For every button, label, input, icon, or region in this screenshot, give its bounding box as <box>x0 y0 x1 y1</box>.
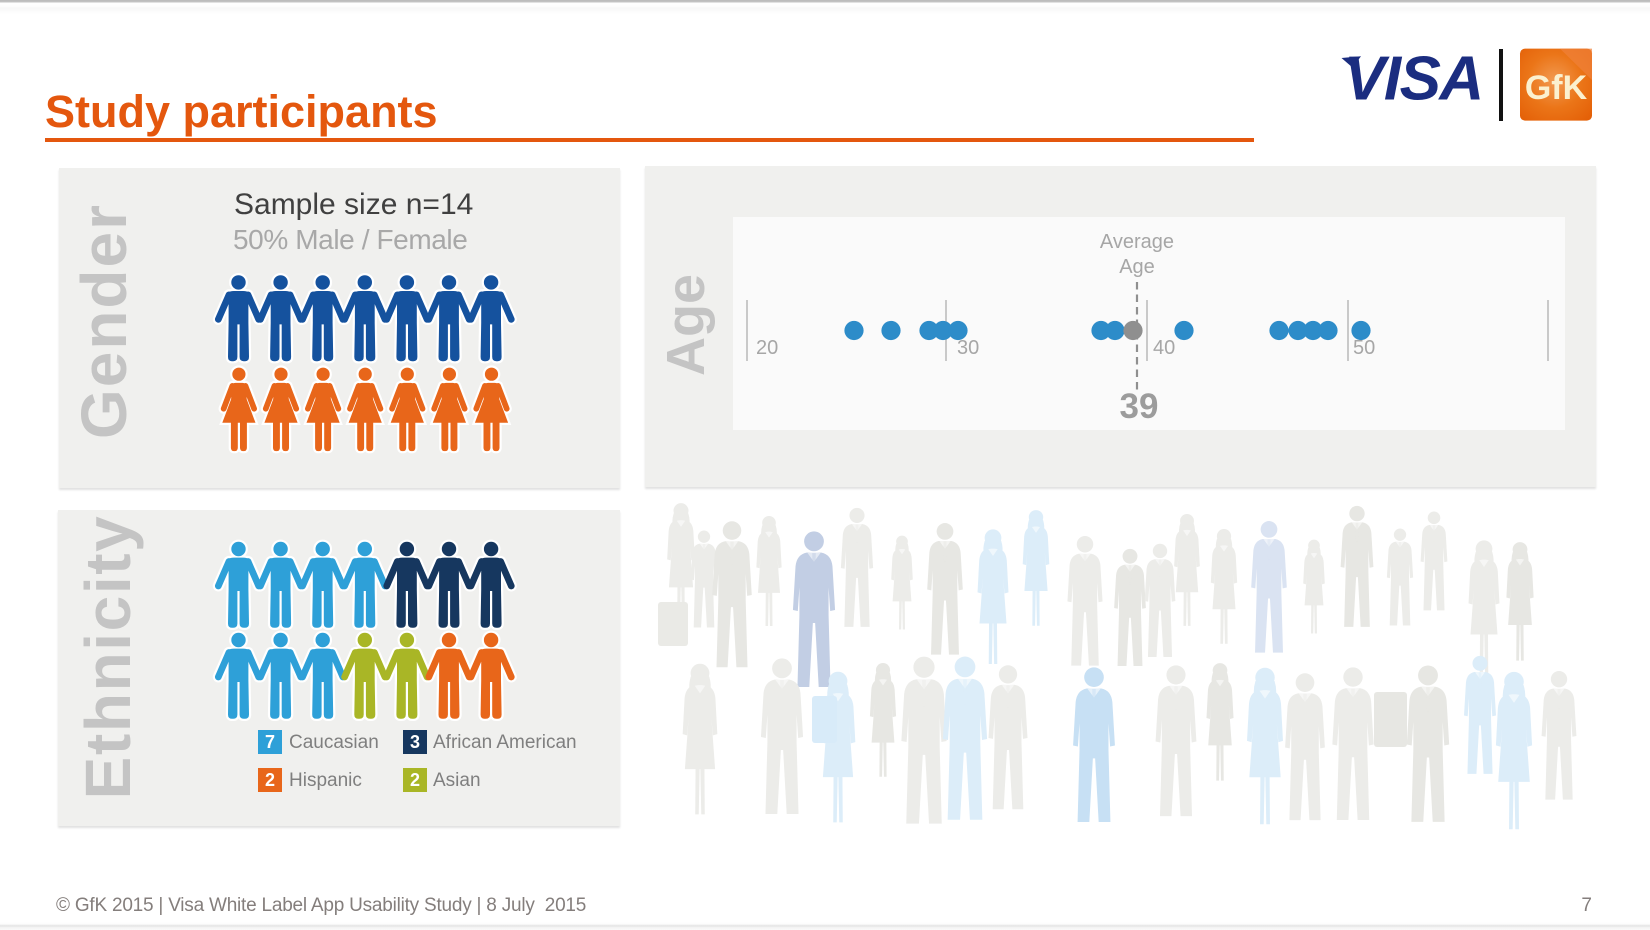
svg-text:GfK: GfK <box>1525 69 1588 107</box>
svg-text:VISA: VISA <box>1344 45 1483 114</box>
